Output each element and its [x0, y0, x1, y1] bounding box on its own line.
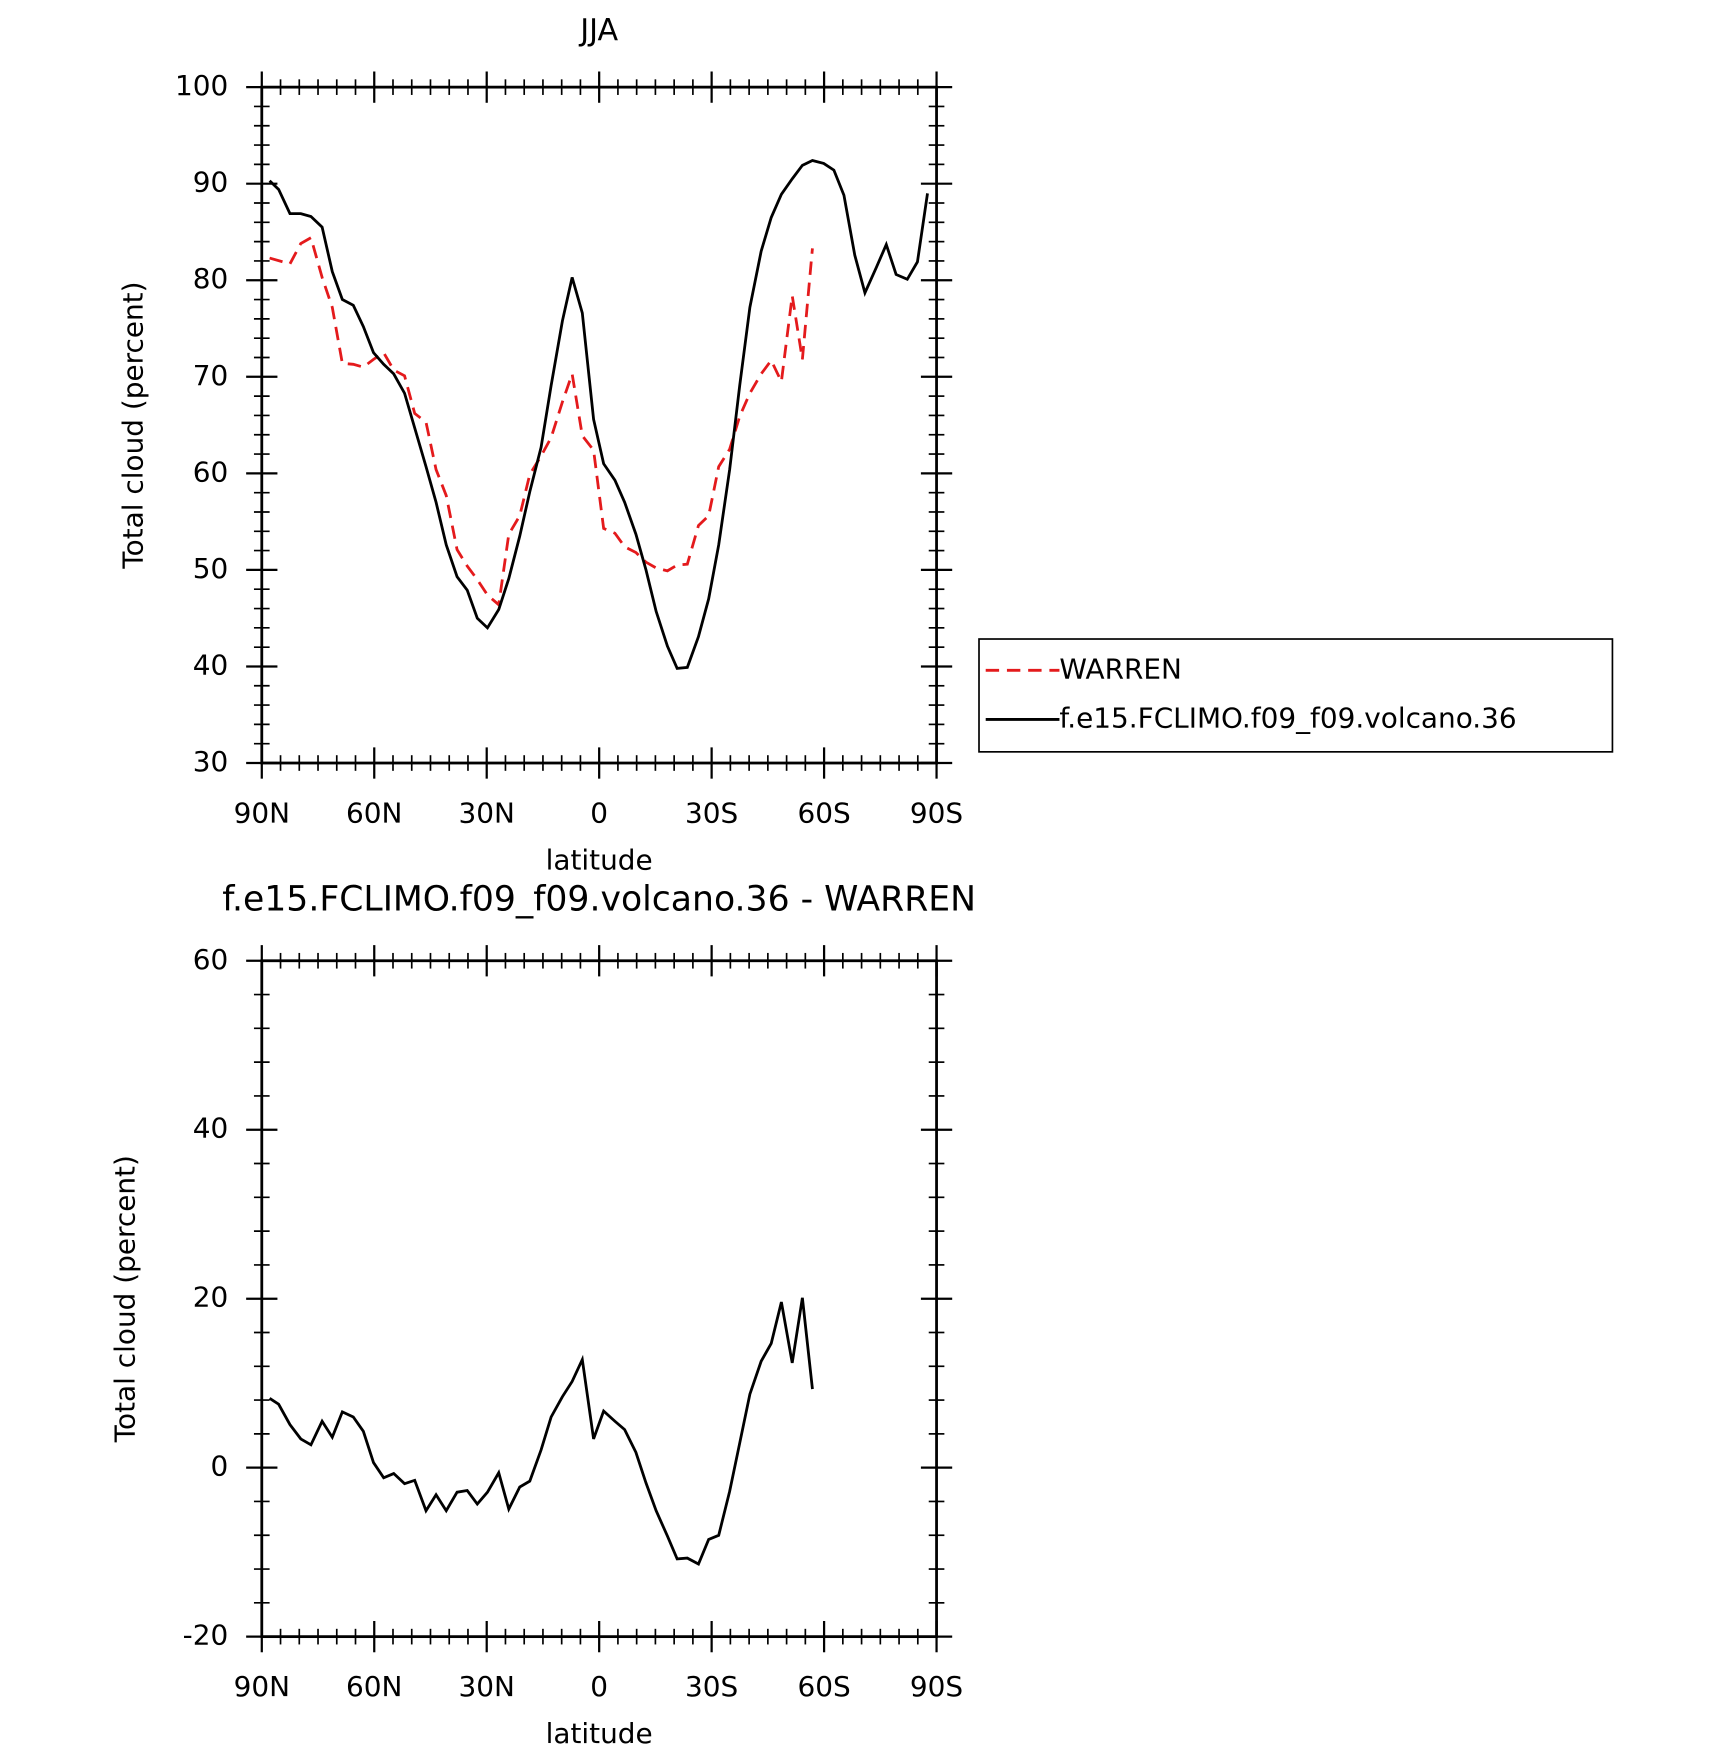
y-tick-label: 30 — [193, 745, 229, 778]
y-axis-label: Total cloud (percent) — [116, 282, 149, 570]
x-tick-label: 30S — [685, 796, 738, 829]
x-tick-label: 0 — [590, 796, 608, 829]
x-axis-label: latitude — [546, 843, 653, 876]
chart-title: JJA — [578, 13, 618, 48]
x-tick-label: 90N — [234, 796, 290, 829]
y-tick-label: 20 — [193, 1281, 229, 1314]
x-tick-label: 60S — [797, 796, 850, 829]
x-tick-label: 60N — [346, 796, 402, 829]
x-axis-label: latitude — [546, 1717, 653, 1745]
y-tick-label: 90 — [193, 166, 229, 199]
data-line — [268, 159, 929, 670]
y-tick-label: 60 — [193, 455, 229, 488]
y-tick-label: 70 — [193, 359, 229, 392]
x-tick-label: 60S — [797, 1670, 850, 1703]
x-tick-label: 90S — [910, 1670, 963, 1703]
legend-label: WARREN — [1059, 652, 1181, 685]
y-tick-label: 80 — [193, 262, 229, 295]
y-tick-label: 40 — [193, 1112, 229, 1145]
y-tick-label: 50 — [193, 552, 229, 585]
y-axis-label: Total cloud (percent) — [109, 1155, 142, 1443]
y-tick-label: 100 — [175, 69, 228, 102]
x-tick-label: 30N — [459, 1670, 515, 1703]
x-tick-label: 60N — [346, 1670, 402, 1703]
data-line — [269, 235, 814, 608]
plot-frame — [260, 85, 938, 765]
y-tick-label: -20 — [183, 1619, 229, 1652]
legend-label: f.e15.FCLIMO.f09_f09.volcano.36 — [1059, 701, 1516, 734]
data-line — [268, 1297, 814, 1566]
x-tick-label: 0 — [590, 1670, 608, 1703]
x-tick-label: 30S — [685, 1670, 738, 1703]
x-tick-label: 90N — [234, 1670, 290, 1703]
x-tick-label: 30N — [459, 796, 515, 829]
y-tick-label: 60 — [193, 943, 229, 976]
plot-frame — [260, 959, 938, 1639]
y-tick-label: 0 — [211, 1450, 229, 1483]
chart-title: f.e15.FCLIMO.f09_f09.volcano.36 - WARREN — [222, 879, 976, 919]
legend-box — [978, 638, 1614, 753]
y-tick-label: 40 — [193, 648, 229, 681]
x-tick-label: 90S — [910, 796, 963, 829]
